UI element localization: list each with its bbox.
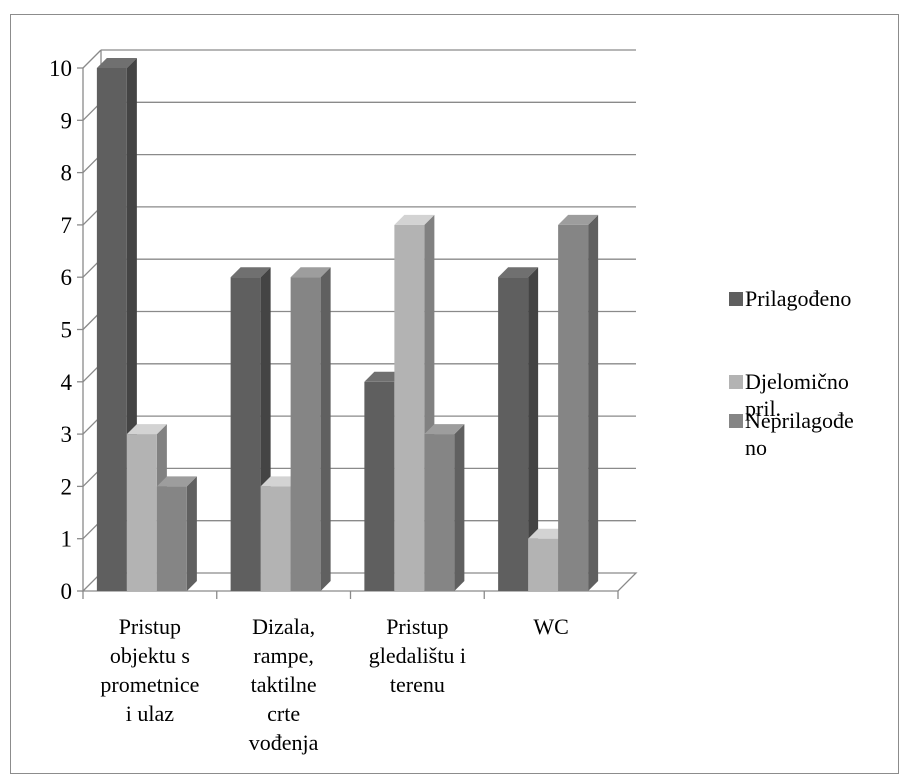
x-tick-label: WC bbox=[533, 614, 568, 639]
bar-side bbox=[588, 214, 599, 591]
bar-side bbox=[454, 424, 465, 591]
legend-swatch bbox=[729, 375, 743, 389]
y-tick-label: 6 bbox=[61, 265, 73, 290]
bar bbox=[96, 68, 127, 591]
y-tick-label: 0 bbox=[61, 579, 73, 604]
bar bbox=[394, 224, 425, 591]
x-tick-label: gledalištu i bbox=[369, 643, 466, 668]
bar-top bbox=[230, 267, 271, 278]
chart-frame bbox=[10, 14, 899, 774]
bar bbox=[364, 381, 395, 591]
bar-top bbox=[156, 476, 197, 487]
x-tick-label: prometnice bbox=[100, 672, 199, 697]
bar-top bbox=[558, 214, 599, 225]
bar-top bbox=[96, 58, 137, 68]
legend-label: Prilagođeno bbox=[745, 286, 851, 311]
bar bbox=[260, 486, 291, 591]
x-tick-label: terenu bbox=[390, 672, 445, 697]
x-tick-label: Pristup bbox=[386, 614, 448, 639]
y-tick-label: 2 bbox=[61, 474, 73, 499]
legend-swatch bbox=[729, 414, 743, 428]
y-tick-label: 5 bbox=[61, 318, 73, 343]
bar-top bbox=[498, 267, 539, 278]
x-tick-label: i ulaz bbox=[126, 701, 174, 726]
y-tick-label: 7 bbox=[61, 213, 73, 238]
gridline-side bbox=[82, 49, 102, 69]
y-tick-label: 1 bbox=[61, 527, 73, 552]
legend-label: no bbox=[745, 435, 767, 460]
x-tick-label: objektu s bbox=[110, 643, 190, 668]
legend-label: Djelomično bbox=[745, 369, 849, 394]
x-tick-label: Dizala, bbox=[252, 614, 315, 639]
x-tick-label: Pristup bbox=[119, 614, 181, 639]
y-tick-label: 10 bbox=[49, 56, 72, 81]
x-tick-label: crte bbox=[267, 701, 300, 726]
x-tick-label: rampe, bbox=[253, 643, 313, 668]
legend-label: pril. bbox=[745, 396, 781, 421]
legend-swatch bbox=[729, 292, 743, 306]
y-tick-label: 8 bbox=[61, 161, 73, 186]
x-tick-label: vođenja bbox=[249, 730, 319, 755]
bar bbox=[498, 277, 529, 591]
bar-side bbox=[320, 267, 331, 591]
bar-top bbox=[394, 214, 435, 225]
bar bbox=[290, 277, 321, 591]
bar-side bbox=[186, 476, 197, 591]
y-tick-label: 3 bbox=[61, 422, 73, 447]
bar bbox=[156, 486, 187, 591]
bar-top bbox=[424, 424, 465, 435]
y-tick-label: 9 bbox=[61, 108, 73, 133]
bar bbox=[424, 434, 455, 591]
bar bbox=[528, 538, 559, 591]
bar-side bbox=[528, 267, 539, 591]
bar-top bbox=[126, 424, 167, 435]
bar bbox=[230, 277, 261, 591]
bar bbox=[126, 434, 157, 591]
x-tick-label: taktilne bbox=[251, 672, 317, 697]
y-tick-label: 4 bbox=[61, 370, 73, 395]
bar bbox=[558, 224, 589, 591]
bar-top bbox=[290, 267, 331, 278]
legend-label: Neprilagođe bbox=[745, 408, 854, 433]
